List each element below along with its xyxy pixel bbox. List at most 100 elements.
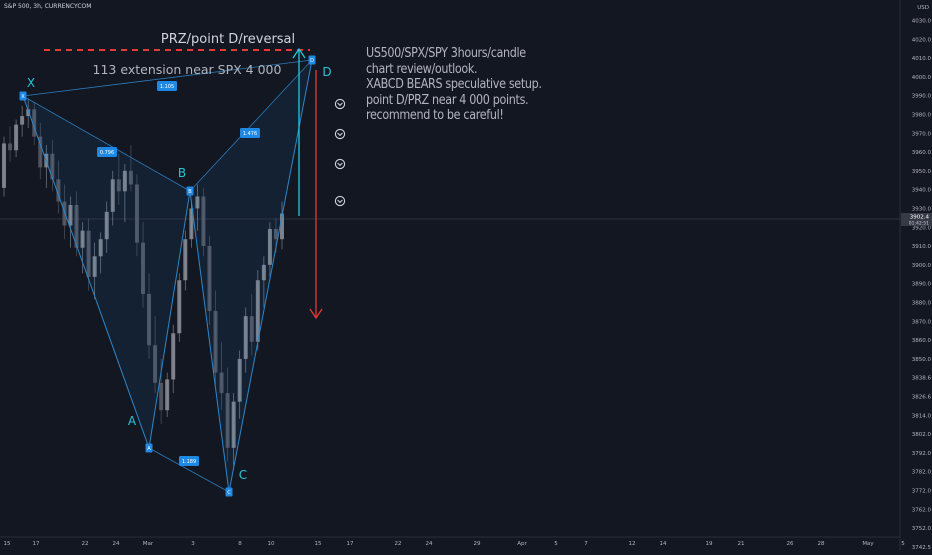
y-tick-label: 3850.0 (912, 357, 932, 363)
candle-body (122, 170, 127, 192)
pattern-diagonal-bd (189, 59, 313, 192)
y-tick-label: 3772.0 (912, 489, 932, 495)
chevron-down-icon (334, 158, 346, 170)
y-tick-label: 3782.0 (912, 470, 932, 476)
x-tick-label: 3 (191, 541, 195, 547)
x-tick-label: 29 (474, 541, 481, 547)
pattern-diagonal-ac (148, 447, 230, 493)
ratio-badge-label: 0.796 (100, 150, 114, 156)
y-axis-unit: USD (917, 5, 929, 11)
candle-body (189, 208, 194, 240)
chevron-down-icon (334, 128, 346, 140)
candle-body (243, 316, 248, 359)
y-tick-label: 3860.0 (912, 338, 932, 344)
x-tick-label: 12 (629, 541, 636, 547)
note-line: US500/SPX/SPY 3hours/candle (366, 46, 526, 61)
note-line: recommend to be careful! (366, 108, 504, 123)
candle-body (110, 179, 115, 212)
y-tick-label: 3880.0 (912, 301, 932, 307)
chevron-down-icon-glyph (337, 102, 343, 107)
candle-body (92, 256, 97, 277)
candle-body (26, 109, 31, 117)
candle-body (249, 316, 254, 342)
candle-body (280, 213, 284, 240)
y-tick-label: 3814.0 (912, 413, 932, 419)
candle-body (231, 401, 236, 448)
x-tick-label: 8 (238, 541, 242, 547)
pattern-point-label: D (322, 65, 331, 79)
y-tick-label: 3890.0 (912, 282, 932, 288)
x-tick-label: 22 (395, 541, 402, 547)
candle-body (147, 293, 152, 346)
candle-body (56, 179, 61, 202)
current-price-label: 3902.4 (910, 215, 930, 221)
y-tick-label: 4020.0 (912, 37, 932, 43)
x-tick-label: 15 (4, 541, 11, 547)
candle-body (62, 201, 67, 226)
pattern-point-box-label: B (188, 189, 192, 195)
pattern-point-box (225, 487, 233, 497)
y-tick-label: 3900.0 (912, 263, 932, 269)
bullish-leg-arrowhead (292, 47, 306, 59)
candle-body (116, 179, 121, 192)
candle-body (68, 205, 73, 226)
prz-title: PRZ/point D/reversal (161, 32, 295, 47)
pattern-leg (228, 59, 313, 493)
candle-body (50, 153, 55, 180)
candle-body (225, 393, 230, 448)
x-tick-label: 10 (268, 541, 275, 547)
y-tick-label: 3960.0 (912, 150, 932, 156)
current-price-badge (901, 213, 932, 226)
candle-body (267, 228, 272, 265)
candle-body (177, 280, 182, 334)
y-tick-label: 3990.0 (912, 94, 932, 100)
ratio-badge-label: 1.189 (182, 459, 196, 465)
pattern-leg (189, 190, 230, 493)
ratio-badge-label: 1.105 (160, 84, 174, 90)
pattern-diagonal-xd (22, 59, 313, 97)
candle-body (183, 239, 188, 281)
x-tick-label: Apr (517, 541, 527, 547)
candle-body (8, 143, 13, 151)
candle-body (20, 116, 25, 125)
bar-countdown-label: 01:42:51 (909, 221, 929, 227)
x-tick-label: 14 (660, 541, 667, 547)
x-tick-label: 17 (33, 541, 40, 547)
ratio-badge (97, 147, 117, 157)
candle-body (14, 124, 19, 151)
candle-body (201, 196, 206, 247)
y-tick-label: 3940.0 (912, 188, 932, 194)
candle-body (219, 372, 224, 394)
x-tick-label: 17 (347, 541, 354, 547)
note-line: XABCD BEARS speculative setup. (366, 77, 542, 92)
y-tick-label: 3742.5 (912, 545, 932, 550)
y-tick-label: 3826.6 (912, 395, 932, 401)
candle-body (80, 230, 85, 248)
y-tick-label: 4030.0 (912, 19, 932, 25)
y-tick-label: 3950.0 (912, 169, 932, 175)
analysis-note: US500/SPX/SPY 3hours/candle chart review… (366, 46, 542, 124)
x-tick-label: 19 (706, 541, 713, 547)
x-tick-label: 24 (426, 541, 433, 547)
x-tick-label: 15 (315, 541, 322, 547)
pattern-point-box (19, 91, 27, 101)
candle-body (153, 345, 158, 383)
pattern-point-box-label: D (310, 58, 314, 64)
candle-body (165, 379, 170, 411)
x-tick-label: 7 (584, 541, 588, 547)
bearish-target-arrowhead (309, 308, 323, 320)
x-tick-label: 24 (113, 541, 120, 547)
pattern-triangle-xab (23, 96, 190, 448)
pattern-leg (22, 95, 150, 449)
candle-body (255, 280, 260, 342)
x-tick-label: 21 (738, 541, 745, 547)
candle-body (207, 246, 212, 312)
pattern-point-label: C (239, 468, 247, 482)
candle-body (237, 358, 242, 402)
extension-note: 113 extension near SPX 4 000 (93, 62, 282, 77)
candle-body (273, 228, 278, 240)
chevron-down-icon-glyph (337, 199, 343, 204)
y-tick-label: 3930.0 (912, 207, 932, 213)
